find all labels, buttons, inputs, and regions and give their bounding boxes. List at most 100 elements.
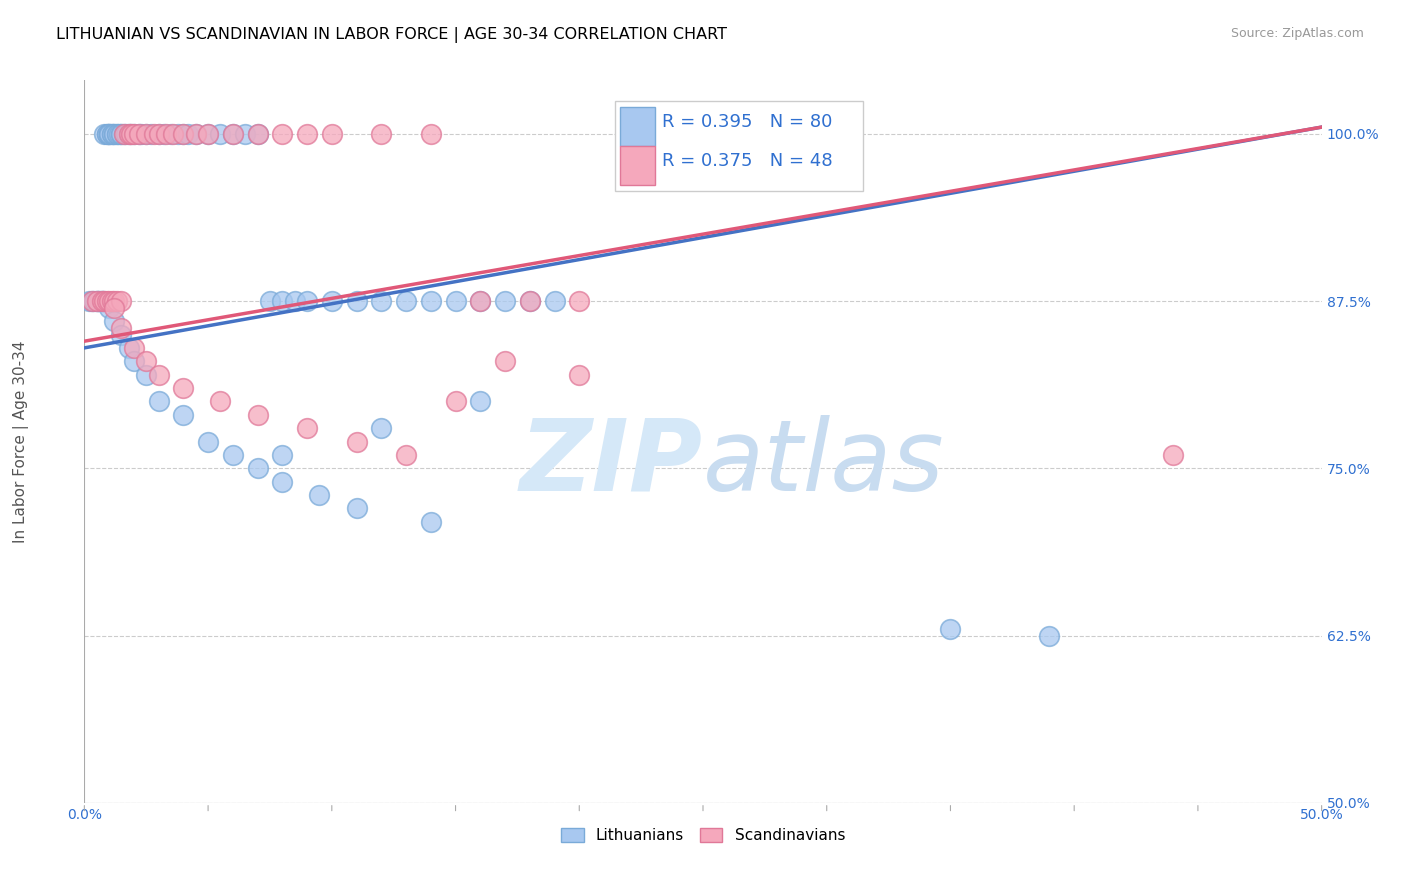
Point bbox=[271, 475, 294, 489]
Point bbox=[184, 127, 207, 141]
Point bbox=[155, 127, 177, 141]
Point bbox=[419, 294, 441, 309]
Point bbox=[246, 127, 269, 141]
Point bbox=[295, 421, 318, 435]
Y-axis label: In Labor Force | Age 30-34: In Labor Force | Age 30-34 bbox=[13, 340, 28, 543]
Point bbox=[395, 294, 418, 309]
Point bbox=[110, 127, 132, 141]
Point bbox=[321, 127, 343, 141]
Point bbox=[98, 294, 121, 309]
Point bbox=[172, 127, 194, 141]
Point bbox=[494, 294, 516, 309]
Point bbox=[122, 127, 145, 141]
Text: R = 0.375   N = 48: R = 0.375 N = 48 bbox=[662, 152, 832, 169]
Point bbox=[470, 294, 492, 309]
Point bbox=[135, 368, 157, 382]
Point bbox=[129, 127, 152, 141]
FancyBboxPatch shape bbox=[616, 101, 863, 191]
Point bbox=[370, 421, 392, 435]
Point bbox=[172, 127, 194, 141]
Point bbox=[259, 294, 281, 309]
Point bbox=[148, 368, 170, 382]
Point bbox=[939, 622, 962, 636]
Point bbox=[519, 294, 541, 309]
Point bbox=[86, 294, 108, 309]
Point bbox=[86, 294, 108, 309]
Point bbox=[135, 127, 157, 141]
Point bbox=[122, 341, 145, 355]
Point bbox=[295, 294, 318, 309]
Point bbox=[89, 294, 111, 309]
Point bbox=[148, 394, 170, 409]
Point bbox=[100, 127, 122, 141]
Point bbox=[271, 448, 294, 462]
Point bbox=[246, 127, 269, 141]
Text: R = 0.395   N = 80: R = 0.395 N = 80 bbox=[662, 112, 832, 131]
Point bbox=[295, 127, 318, 141]
Point bbox=[96, 294, 118, 309]
Legend: Lithuanians, Scandinavians: Lithuanians, Scandinavians bbox=[555, 822, 851, 849]
Point bbox=[110, 127, 132, 141]
Point bbox=[543, 294, 565, 309]
Point bbox=[395, 448, 418, 462]
Point bbox=[568, 368, 591, 382]
Point bbox=[444, 294, 467, 309]
Point bbox=[128, 127, 150, 141]
Point bbox=[118, 341, 141, 355]
Point bbox=[1161, 448, 1184, 462]
Point bbox=[115, 127, 138, 141]
Point bbox=[197, 434, 219, 449]
Point bbox=[308, 488, 330, 502]
Point bbox=[90, 294, 112, 309]
Point bbox=[112, 127, 135, 141]
Point bbox=[100, 294, 122, 309]
Point bbox=[98, 301, 121, 315]
Point bbox=[494, 354, 516, 368]
Point bbox=[160, 127, 183, 141]
Point bbox=[103, 301, 125, 315]
Point bbox=[80, 294, 103, 309]
Point bbox=[96, 127, 118, 141]
Point bbox=[148, 127, 170, 141]
Point bbox=[98, 127, 121, 141]
Point bbox=[209, 394, 232, 409]
Point bbox=[105, 127, 128, 141]
Point bbox=[128, 127, 150, 141]
Point bbox=[177, 127, 200, 141]
Point bbox=[122, 354, 145, 368]
Point bbox=[103, 127, 125, 141]
Point bbox=[103, 314, 125, 328]
Point bbox=[346, 294, 368, 309]
Point bbox=[142, 127, 165, 141]
Point bbox=[135, 127, 157, 141]
Point bbox=[419, 127, 441, 141]
Point bbox=[100, 127, 122, 141]
Point bbox=[90, 294, 112, 309]
Point bbox=[246, 408, 269, 422]
Point bbox=[519, 294, 541, 309]
Point bbox=[197, 127, 219, 141]
Point bbox=[90, 294, 112, 309]
Point bbox=[112, 127, 135, 141]
Point bbox=[419, 515, 441, 529]
Point bbox=[222, 127, 245, 141]
Point bbox=[83, 294, 105, 309]
Point bbox=[162, 127, 184, 141]
Point bbox=[321, 294, 343, 309]
Point bbox=[118, 127, 141, 141]
Point bbox=[346, 434, 368, 449]
Point bbox=[118, 127, 141, 141]
Point bbox=[209, 127, 232, 141]
Point bbox=[98, 127, 121, 141]
Point bbox=[105, 127, 128, 141]
Point bbox=[79, 294, 101, 309]
Point bbox=[93, 294, 115, 309]
Point bbox=[470, 294, 492, 309]
Point bbox=[222, 448, 245, 462]
Point bbox=[167, 127, 190, 141]
Point bbox=[93, 127, 115, 141]
Point bbox=[89, 294, 111, 309]
Point bbox=[233, 127, 256, 141]
Point bbox=[370, 127, 392, 141]
Text: LITHUANIAN VS SCANDINAVIAN IN LABOR FORCE | AGE 30-34 CORRELATION CHART: LITHUANIAN VS SCANDINAVIAN IN LABOR FORC… bbox=[56, 27, 727, 43]
